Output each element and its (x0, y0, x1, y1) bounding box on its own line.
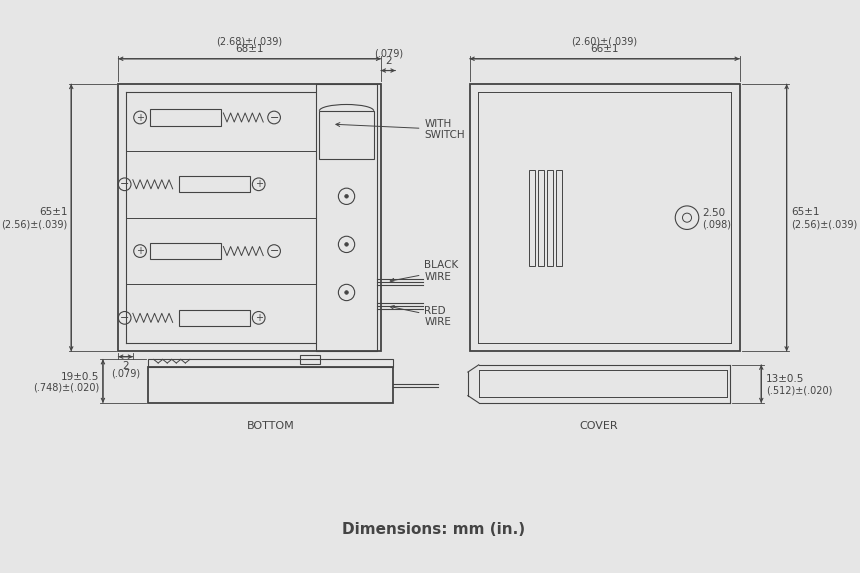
Text: −: − (120, 313, 129, 323)
Text: (2.68)±(.039): (2.68)±(.039) (217, 37, 283, 47)
Text: 65±1: 65±1 (39, 207, 68, 217)
Text: 66±1: 66±1 (590, 44, 619, 54)
Text: (.512)±(.020): (.512)±(.020) (765, 385, 832, 395)
Text: (.748)±(.020): (.748)±(.020) (33, 382, 99, 393)
Bar (547, 170, 553, 266)
Text: +: + (255, 313, 262, 323)
Text: Dimensions: mm (in.): Dimensions: mm (in.) (342, 522, 525, 537)
Circle shape (345, 194, 348, 198)
Bar (556, 170, 562, 266)
Bar (470, 84, 740, 351)
Bar (316, 84, 378, 351)
Bar (150, 243, 221, 259)
Text: 65±1: 65±1 (791, 207, 820, 217)
Text: +: + (136, 112, 144, 123)
Bar (538, 170, 544, 266)
Text: BLACK
WIRE: BLACK WIRE (390, 260, 458, 282)
Text: 19±0.5: 19±0.5 (61, 372, 99, 382)
Text: 68±1: 68±1 (236, 44, 264, 54)
Text: (2.56)±(.039): (2.56)±(.039) (2, 219, 68, 229)
Bar (148, 359, 393, 367)
Circle shape (345, 291, 348, 295)
Text: (2.56)±(.039): (2.56)±(.039) (791, 219, 857, 229)
Bar (179, 176, 249, 193)
Text: RED
WIRE: RED WIRE (390, 305, 452, 327)
Bar (529, 170, 535, 266)
Text: COVER: COVER (580, 421, 618, 431)
Text: 2.50: 2.50 (703, 208, 726, 218)
Bar (319, 111, 374, 159)
Text: 2: 2 (385, 56, 391, 66)
Text: −: − (269, 246, 279, 256)
Text: (.098): (.098) (703, 219, 731, 229)
Text: −: − (269, 112, 279, 123)
Text: +: + (136, 246, 144, 256)
Text: 13±0.5: 13±0.5 (765, 374, 804, 384)
Text: 2: 2 (122, 361, 129, 371)
Bar (119, 84, 381, 351)
Text: −: − (120, 179, 129, 189)
Circle shape (345, 242, 348, 246)
Bar (300, 355, 320, 364)
Bar (150, 109, 221, 125)
Bar (148, 367, 393, 403)
Text: +: + (255, 179, 262, 189)
Text: (.079): (.079) (111, 368, 140, 378)
Text: (2.60)±(.039): (2.60)±(.039) (572, 37, 637, 47)
Text: BOTTOM: BOTTOM (247, 421, 294, 431)
Bar (179, 309, 249, 326)
Text: WITH
SWITCH: WITH SWITCH (336, 119, 465, 140)
Text: (.079): (.079) (373, 49, 402, 59)
